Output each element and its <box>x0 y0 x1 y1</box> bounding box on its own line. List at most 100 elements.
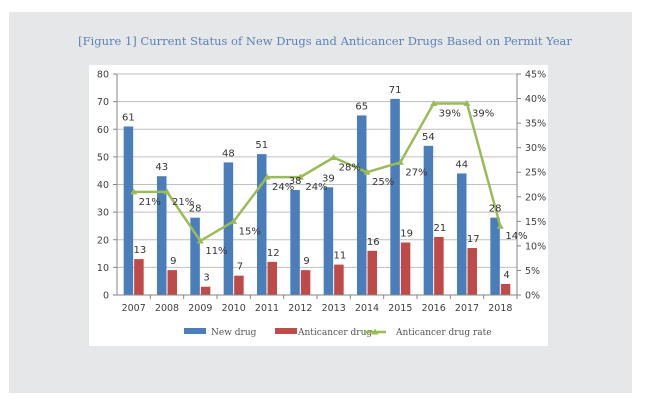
data-label-new-drug: 51 <box>255 140 268 151</box>
rate-marker <box>130 188 138 195</box>
data-labels: 61 13 43 9 28 3 48 7 51 12 38 9 39 11 65 16 71 19 54 21 44 17… <box>122 85 528 284</box>
rate-marker <box>263 173 271 180</box>
bar-new-drug <box>223 162 234 295</box>
left-axis-tick-label: 40 <box>97 180 109 191</box>
data-label-new-drug: 43 <box>155 162 168 173</box>
legend-label-anticancer-rate: Anticancer drug rate <box>395 328 492 338</box>
legend: New drug Anticancer drug Anticancer drug r… <box>184 328 492 338</box>
bar-anticancer-drug <box>400 242 411 295</box>
data-label-rate: 15% <box>239 226 261 237</box>
data-label-anticancer-drug: 9 <box>303 256 309 267</box>
bar-anticancer-drug <box>367 250 377 295</box>
bar-new-drug <box>157 176 167 295</box>
data-label-anticancer-drug: 7 <box>237 262 243 273</box>
legend-swatch-anticancer-drug <box>275 328 297 334</box>
bar-new-drug <box>357 115 367 295</box>
legend-swatch-rate-marker <box>371 328 379 335</box>
bar-anticancer-drug <box>200 286 211 295</box>
bar-new-drug <box>123 126 134 295</box>
data-label-rate: 39% <box>472 108 494 119</box>
data-label-new-drug: 61 <box>122 112 135 123</box>
bar-anticancer-drug <box>434 236 444 295</box>
data-label-anticancer-drug: 19 <box>400 229 413 240</box>
right-axis-tick-label: 20% <box>525 192 546 203</box>
rate-marker <box>296 173 304 180</box>
right-axis-tick-label: 35% <box>525 119 546 130</box>
data-label-rate: 39% <box>439 108 461 119</box>
data-label-rate: 24% <box>272 182 294 193</box>
data-label-anticancer-drug: 3 <box>203 273 209 284</box>
data-label-new-drug: 28 <box>489 204 502 215</box>
rate-marker <box>363 168 371 175</box>
rate-marker <box>196 237 204 244</box>
left-axis-tick-label: 80 <box>97 70 109 81</box>
data-label-anticancer-drug: 9 <box>170 256 176 267</box>
data-label-anticancer-drug: 4 <box>503 270 509 281</box>
rate-marker <box>396 158 404 165</box>
figure-title: [Figure 1] Current Status of New Drugs a… <box>78 34 572 48</box>
rate-marker <box>430 99 438 106</box>
bar-new-drug <box>390 98 400 295</box>
data-label-rate: 24% <box>305 182 327 193</box>
x-axis-tick-label: 2015 <box>388 303 412 314</box>
rate-line <box>130 99 504 244</box>
rate-marker <box>463 99 471 106</box>
data-label-new-drug: 44 <box>455 159 468 170</box>
combo-chart: 0 10 20 30 40 50 60 70 80 0% 5% 10% 15% 20% 25% 30% 35% 4… <box>97 70 546 339</box>
x-axis-tick-label: 2013 <box>322 303 346 314</box>
data-label-new-drug: 48 <box>222 148 235 159</box>
bar-new-drug <box>257 154 267 295</box>
bar-new-drug <box>490 217 500 295</box>
left-axis-tick-label: 20 <box>97 235 109 246</box>
right-axis-tick-label: 40% <box>525 94 546 105</box>
x-axis-tick-label: 2017 <box>455 303 479 314</box>
x-axis-tick-label: 2009 <box>188 303 212 314</box>
right-axis-tick-label: 25% <box>525 168 546 179</box>
left-axis-tick-label: 30 <box>97 208 109 219</box>
bar-anticancer-drug <box>267 261 277 295</box>
data-label-rate: 28% <box>339 162 361 173</box>
data-label-anticancer-drug: 17 <box>467 234 480 245</box>
chart-card: 0 10 20 30 40 50 60 70 80 0% 5% 10% 15% 20% 25% 30% 35% 4… <box>89 65 548 346</box>
data-label-new-drug: 65 <box>355 101 368 112</box>
x-axis-tick-label: 2010 <box>222 303 246 314</box>
data-label-anticancer-drug: 12 <box>267 248 280 259</box>
rate-marker <box>163 188 171 195</box>
right-axis-tick-label: 45% <box>525 70 546 81</box>
data-label-anticancer-drug: 11 <box>334 251 347 262</box>
bar-anticancer-drug <box>167 270 177 295</box>
x-axis-tick-label: 2007 <box>122 303 146 314</box>
axes: 0 10 20 30 40 50 60 70 80 0% 5% 10% 15% 20% 25% 30% 35% 4… <box>97 70 546 315</box>
data-label-new-drug: 28 <box>189 204 202 215</box>
bar-anticancer-drug <box>500 283 511 295</box>
bar-anticancer-drug <box>134 259 144 295</box>
left-axis-tick-label: 60 <box>97 125 109 136</box>
left-axis-tick-label: 0 <box>103 291 109 302</box>
left-axis-tick-label: 50 <box>97 152 109 163</box>
data-label-anticancer-drug: 13 <box>134 245 147 256</box>
bar-new-drug <box>323 187 334 295</box>
bar-new-drug <box>457 173 467 295</box>
x-axis-tick-label: 2016 <box>422 303 446 314</box>
data-label-rate: 21% <box>139 197 161 208</box>
legend-swatch-new-drug <box>184 328 206 334</box>
left-axis-tick-label: 10 <box>97 263 109 274</box>
data-label-new-drug: 54 <box>422 132 435 143</box>
right-axis-tick-label: 5% <box>525 266 540 277</box>
left-axis-tick-label: 70 <box>97 97 109 108</box>
x-axis-tick-label: 2012 <box>288 303 312 314</box>
legend-label-new-drug: New drug <box>211 328 257 338</box>
rate-marker <box>496 222 504 229</box>
rate-marker <box>330 153 338 160</box>
bar-anticancer-drug <box>467 248 477 295</box>
data-label-new-drug: 71 <box>389 85 402 96</box>
right-axis-tick-label: 10% <box>525 241 546 252</box>
gridlines <box>117 73 517 268</box>
data-label-anticancer-drug: 21 <box>434 223 447 234</box>
rate-marker <box>230 217 238 224</box>
legend-label-anticancer-drug: Anticancer drug <box>297 328 372 338</box>
x-axis-tick-label: 2011 <box>255 303 279 314</box>
right-axis-tick-label: 15% <box>525 217 546 228</box>
data-label-new-drug: 38 <box>289 176 302 187</box>
bar-anticancer-drug <box>300 270 311 295</box>
